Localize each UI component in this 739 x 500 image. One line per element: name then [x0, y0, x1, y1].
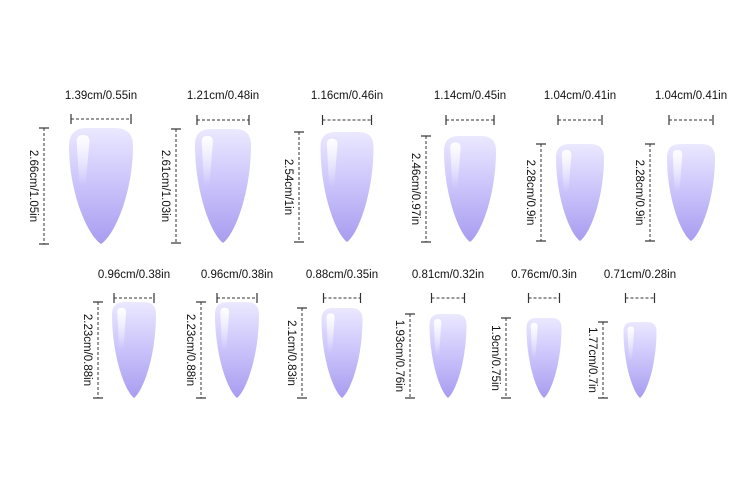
- width-label: 0.96cm/0.38in: [201, 269, 273, 281]
- width-label: 0.96cm/0.38in: [98, 269, 170, 281]
- nail-highlight: [672, 149, 683, 193]
- width-label: 0.71cm/0.28in: [604, 269, 676, 281]
- nail-highlight: [220, 307, 230, 351]
- length-label: 2.46cm/0.97in: [409, 153, 421, 225]
- nail-highlight: [433, 319, 442, 357]
- nail-item-5: 1.04cm/0.41in 2.28cm/0.9in: [524, 90, 616, 242]
- nail-item-1: 1.39cm/0.55in 2.66cm/1.05in: [27, 90, 137, 245]
- width-label: 1.39cm/0.55in: [65, 90, 137, 102]
- width-label: 1.14cm/0.45in: [434, 90, 506, 102]
- length-label: 2.28cm/0.9in: [524, 160, 536, 226]
- width-label: 1.16cm/0.46in: [311, 90, 383, 102]
- nail-highlight: [561, 149, 572, 193]
- nail-item-10: 0.81cm/0.32in 1.93cm/0.76in: [393, 269, 484, 399]
- nail-highlight: [326, 138, 338, 187]
- nail-highlight: [627, 326, 635, 361]
- nail-item-9: 0.88cm/0.35in 2.1cm/0.83in: [285, 269, 378, 399]
- width-label: 1.04cm/0.41in: [544, 90, 616, 102]
- nail-item-2: 1.21cm/0.48in 2.61cm/1.03in: [159, 90, 259, 244]
- length-label: 1.77cm/0.7in: [586, 327, 598, 393]
- nail-item-3: 1.16cm/0.46in 2.54cm/1in: [282, 90, 383, 243]
- width-label: 1.04cm/0.41in: [655, 90, 727, 102]
- length-label: 2.28cm/0.9in: [633, 160, 645, 226]
- nail-highlight: [201, 135, 213, 186]
- nail-item-6: 1.04cm/0.41in 2.28cm/0.9in: [633, 90, 727, 242]
- length-label: 2.23cm/0.88in: [184, 314, 196, 386]
- length-label: 2.54cm/1in: [282, 159, 294, 215]
- nail-item-12: 0.71cm/0.28in 1.77cm/0.7in: [586, 269, 676, 399]
- nail-highlight: [530, 322, 538, 359]
- length-label: 1.93cm/0.76in: [393, 320, 405, 392]
- width-label: 1.21cm/0.48in: [187, 90, 259, 102]
- nail-item-7: 0.96cm/0.38in 2.23cm/0.88in: [81, 269, 170, 399]
- length-label: 2.61cm/1.03in: [159, 150, 171, 222]
- length-label: 2.66cm/1.05in: [27, 150, 39, 222]
- nail-item-4: 1.14cm/0.45in 2.46cm/0.97in: [409, 90, 506, 243]
- width-label: 0.88cm/0.35in: [306, 269, 378, 281]
- width-label: 0.76cm/0.3in: [511, 269, 577, 281]
- nail-highlight: [76, 134, 90, 186]
- length-label: 2.23cm/0.88in: [81, 314, 93, 386]
- width-label: 0.81cm/0.32in: [412, 269, 484, 281]
- nail-item-8: 0.96cm/0.38in 2.23cm/0.88in: [184, 269, 273, 399]
- nail-highlight: [117, 307, 127, 351]
- nail-highlight: [326, 313, 335, 354]
- length-label: 2.1cm/0.83in: [285, 320, 297, 386]
- nail-highlight: [450, 142, 461, 189]
- length-label: 1.9cm/0.75in: [489, 325, 501, 391]
- nail-item-11: 0.76cm/0.3in 1.9cm/0.75in: [489, 269, 577, 399]
